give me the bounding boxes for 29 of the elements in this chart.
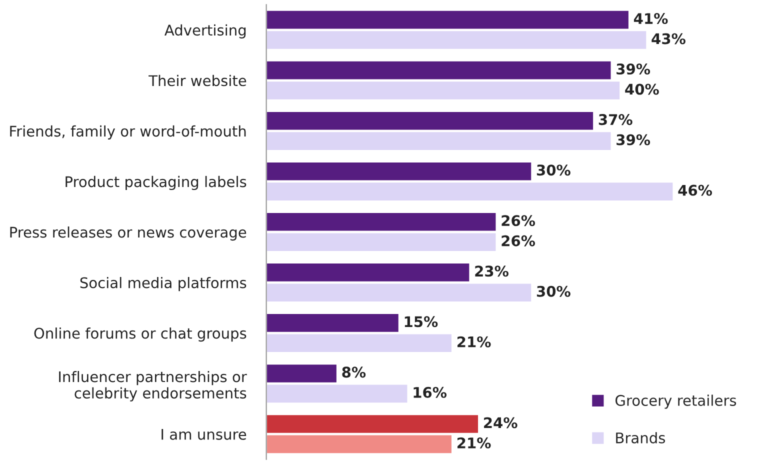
data-label: 21% (457, 336, 491, 348)
data-label: 37% (598, 114, 632, 126)
data-label: 43% (652, 33, 686, 44)
data-label: 8% (342, 366, 366, 378)
data-label: 46% (678, 184, 712, 196)
y-tick-label: Online forums or chat groups (34, 328, 246, 342)
data-label: 16% (414, 386, 447, 398)
legend-label: Brands (616, 432, 666, 444)
data-label: 40% (625, 84, 659, 95)
data-label: 41% (634, 13, 668, 24)
y-tick-label: Social media platforms (80, 276, 246, 292)
legend-label: Grocery retailers (616, 394, 736, 409)
data-label: 24% (484, 417, 518, 428)
y-tick-label: I am unsure (162, 429, 246, 440)
data-label: 23% (475, 266, 508, 277)
data-label: 39% (616, 134, 650, 146)
data-label: 30% (536, 164, 570, 176)
data-label: 15% (404, 316, 438, 328)
data-label: 39% (616, 64, 650, 75)
data-label: 21% (457, 437, 491, 448)
y-tick-label: Their website (148, 74, 246, 86)
y-tick-label: Friends, family or word-of-mouth (10, 125, 246, 140)
data-label: 30% (536, 286, 570, 297)
data-label: 26% (502, 235, 536, 246)
y-tick-label: Advertising (164, 24, 246, 38)
y-tick-label: Product packaging labels (66, 176, 246, 190)
y-tick-label: Press releases or news coverage (10, 226, 246, 241)
y-tick-label: Influencer partnerships or celebrity endorsements (59, 370, 247, 402)
data-label: 26% (502, 215, 536, 226)
